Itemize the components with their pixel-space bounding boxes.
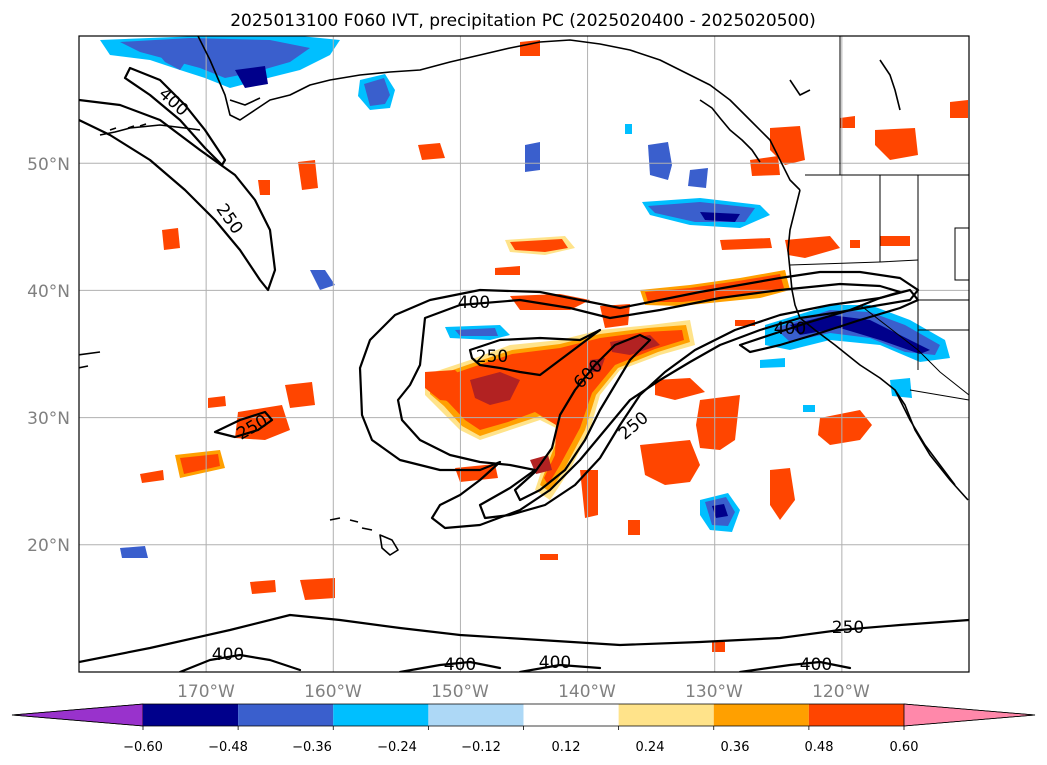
colorbar-tick-labels: −0.60 −0.48 −0.36 −0.24 −0.12 0.12 0.24 …: [123, 740, 918, 755]
colorbar-extend-high: [903, 703, 1036, 727]
coastlines: [79, 36, 969, 556]
colorbar-bin: [143, 704, 239, 726]
colorbar-bin: [238, 704, 334, 726]
colorbar-tick-label: −0.36: [292, 740, 332, 755]
colorbar-bin: [523, 704, 619, 726]
contour-label: 400: [444, 655, 476, 675]
lon-tick-label: 130°W: [685, 682, 743, 702]
contour-label: 400: [212, 645, 244, 665]
lat-tick-label: 40°N: [27, 282, 70, 302]
figure-title: 2025013100 F060 IVT, precipitation PC (2…: [230, 11, 816, 31]
contour-label: 400: [774, 319, 806, 339]
lat-axis: 20°N 30°N 40°N 50°N: [27, 155, 70, 556]
colorbar-bin: [333, 704, 429, 726]
ivt-contour-250-outer: [358, 270, 920, 530]
ivt-contour-250-south: [79, 613, 969, 664]
colorbar-tick-label: 0.12: [552, 740, 581, 755]
ivt-contour-400-inner: [396, 282, 902, 520]
lon-tick-label: 150°W: [431, 682, 489, 702]
lon-tick-label: 140°W: [558, 682, 616, 702]
contour-label: 250: [832, 618, 864, 638]
map-frame: [78, 35, 970, 673]
colorbar-tick-label: 0.36: [721, 740, 750, 755]
ivt-contour-600: [513, 333, 652, 502]
colorbar-bin: [713, 704, 809, 726]
colorbar-tick-label: −0.12: [461, 740, 501, 755]
ivt-contour-400-east: [738, 288, 920, 354]
lat-tick-label: 20°N: [27, 536, 70, 556]
political-borders: [789, 36, 969, 401]
lat-tick-label: 30°N: [27, 409, 70, 429]
lon-tick-label: 170°W: [177, 682, 235, 702]
colorbar-tick-label: −0.60: [123, 740, 163, 755]
colorbar-bin: [808, 704, 904, 726]
gridlines: [79, 36, 969, 672]
colorbar-bin: [618, 704, 714, 726]
colorbar-tick-label: −0.48: [208, 740, 248, 755]
colorbar: [11, 703, 1036, 730]
contour-label: 400: [458, 293, 490, 313]
ivt-contour-250-sw: [213, 410, 274, 439]
precip-negative-areas: [100, 36, 950, 558]
contour-label: 400: [539, 653, 571, 673]
colorbar-tick-label: −0.24: [377, 740, 417, 755]
ivt-contour-400-south: [178, 653, 852, 672]
colorbar-tick-label: 0.60: [890, 740, 919, 755]
contour-label: 250: [476, 347, 508, 367]
ivt-contours: [79, 66, 969, 672]
contour-label: 400: [800, 655, 832, 675]
lat-tick-label: 50°N: [27, 155, 70, 175]
colorbar-tick-label: 0.24: [636, 740, 665, 755]
ivt-contour-250-nw: [79, 98, 277, 292]
colorbar-bin: [428, 704, 524, 726]
colorbar-tick-label: 0.48: [805, 740, 834, 755]
lon-tick-label: 120°W: [812, 682, 870, 702]
lon-axis: 170°W 160°W 150°W 140°W 130°W 120°W: [177, 682, 870, 702]
lon-tick-label: 160°W: [304, 682, 362, 702]
colorbar-extend-low: [11, 703, 144, 727]
map-panel: 400 250 250 400 250 600 250 400 250 400 …: [79, 36, 969, 675]
ivt-contour-250-inner: [468, 328, 602, 377]
